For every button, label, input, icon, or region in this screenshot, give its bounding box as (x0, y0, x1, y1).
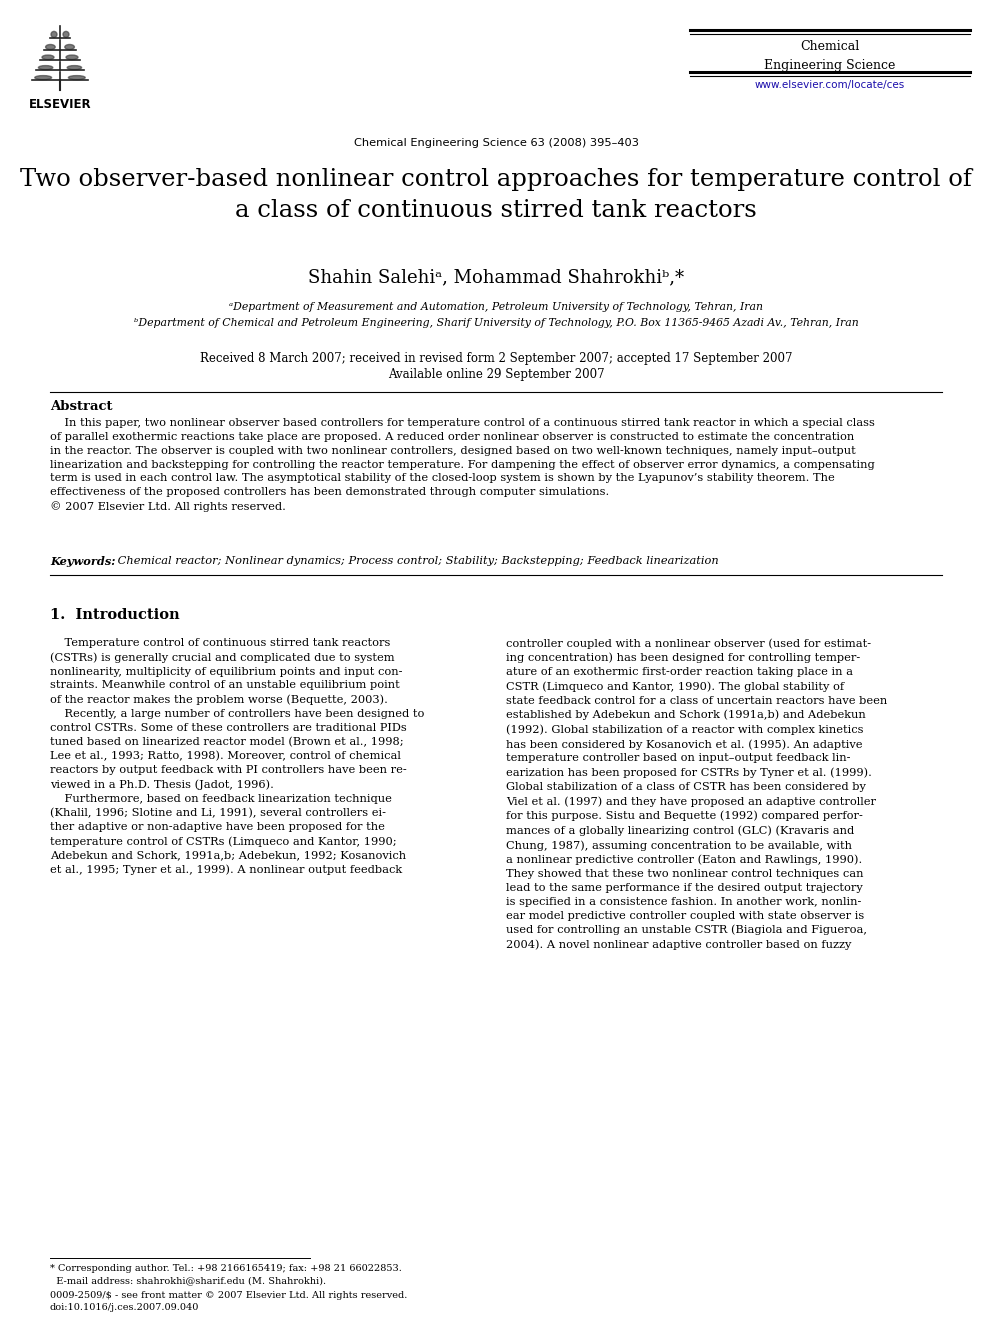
Ellipse shape (68, 75, 85, 79)
Ellipse shape (67, 66, 81, 70)
Ellipse shape (35, 75, 52, 79)
Text: Available online 29 September 2007: Available online 29 September 2007 (388, 368, 604, 381)
Text: Chemical Engineering Science 63 (2008) 395–403: Chemical Engineering Science 63 (2008) 3… (353, 138, 639, 148)
Text: ELSEVIER: ELSEVIER (29, 98, 91, 111)
Text: * Corresponding author. Tel.: +98 2166165419; fax: +98 21 66022853.
  E-mail add: * Corresponding author. Tel.: +98 216616… (50, 1263, 402, 1285)
Text: 0009-2509/$ - see front matter © 2007 Elsevier Ltd. All rights reserved.
doi:10.: 0009-2509/$ - see front matter © 2007 El… (50, 1291, 408, 1312)
Text: ᵇDepartment of Chemical and Petroleum Engineering, Sharif University of Technolo: ᵇDepartment of Chemical and Petroleum En… (134, 318, 858, 328)
Ellipse shape (64, 45, 74, 49)
Ellipse shape (66, 56, 78, 60)
Text: ᵃDepartment of Measurement and Automation, Petroleum University of Technology, T: ᵃDepartment of Measurement and Automatio… (229, 302, 763, 312)
Ellipse shape (63, 32, 69, 37)
Ellipse shape (46, 45, 56, 49)
Text: controller coupled with a nonlinear observer (used for estimat-
ing concentratio: controller coupled with a nonlinear obse… (506, 638, 887, 950)
Text: Chemical
Engineering Science: Chemical Engineering Science (764, 40, 896, 71)
Text: In this paper, two nonlinear observer based controllers for temperature control : In this paper, two nonlinear observer ba… (50, 418, 875, 512)
Ellipse shape (39, 66, 53, 70)
Text: 1.  Introduction: 1. Introduction (50, 609, 180, 622)
Text: Keywords:: Keywords: (50, 556, 115, 568)
Text: Two observer-based nonlinear control approaches for temperature control of
a cla: Two observer-based nonlinear control app… (20, 168, 972, 222)
Text: www.elsevier.com/locate/ces: www.elsevier.com/locate/ces (755, 79, 905, 90)
Ellipse shape (51, 32, 57, 37)
Text: Abstract: Abstract (50, 400, 112, 413)
Text: Received 8 March 2007; received in revised form 2 September 2007; accepted 17 Se: Received 8 March 2007; received in revis… (199, 352, 793, 365)
Text: Shahin Salehiᵃ, Mohammad Shahrokhiᵇ,*: Shahin Salehiᵃ, Mohammad Shahrokhiᵇ,* (308, 269, 684, 286)
Ellipse shape (42, 56, 54, 60)
Text: Chemical reactor; Nonlinear dynamics; Process control; Stability; Backstepping; : Chemical reactor; Nonlinear dynamics; Pr… (114, 556, 719, 566)
Text: Temperature control of continuous stirred tank reactors
(CSTRs) is generally cru: Temperature control of continuous stirre… (50, 638, 425, 875)
